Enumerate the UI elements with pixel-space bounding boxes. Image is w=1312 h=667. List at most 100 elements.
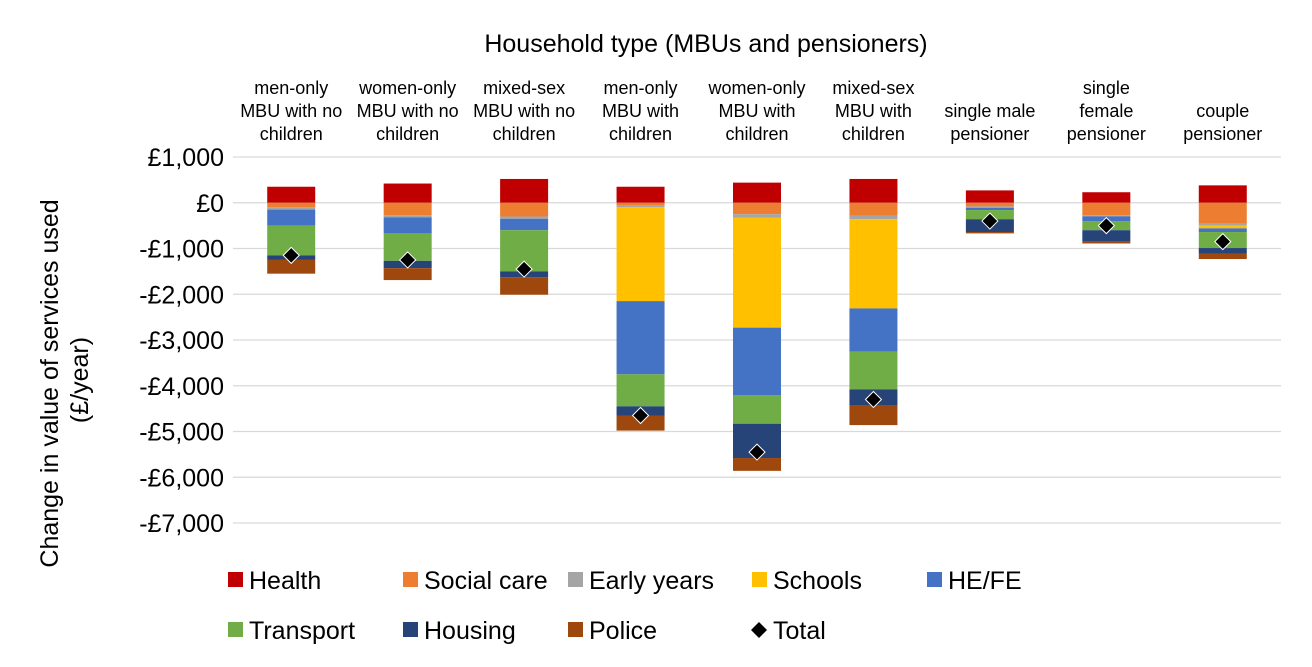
bar-segment-schools: [1198, 225, 1247, 229]
bar-segment-social-care: [500, 202, 549, 217]
legend-swatch-health: [228, 572, 243, 587]
total-marker: [864, 390, 883, 409]
category-label-line: men-only: [604, 78, 678, 98]
y-tick-label: -£4,000: [139, 373, 224, 401]
category-label: couple pensioner: [1183, 101, 1262, 144]
category-label: single male pensioner: [944, 101, 1035, 144]
bar-segment-he-fe: [965, 207, 1014, 211]
bar-segment-schools: [733, 217, 781, 328]
total-markers: [282, 212, 1232, 461]
bar-segment-early-years: [616, 205, 665, 208]
category-label: men-only MBU with children: [602, 78, 679, 144]
y-tick-label: -£7,000: [139, 510, 224, 538]
category-label-line: men-only: [254, 78, 328, 98]
total-marker: [515, 260, 533, 278]
category-label: single female pensioner: [1067, 78, 1146, 144]
bar-segment-he-fe: [500, 218, 549, 231]
bar-segment-social-care: [849, 202, 898, 216]
bar-segment-he-fe: [733, 327, 781, 396]
bar-segment-he-fe: [849, 308, 898, 352]
legend-label-health: Health: [249, 567, 321, 595]
bar-segment-police: [733, 458, 781, 471]
y-tick-label: -£3,000: [139, 327, 224, 355]
legend-swatch-police: [568, 622, 583, 637]
category-label-line: MBU with: [602, 101, 679, 121]
bar-segment-housing: [1198, 248, 1247, 254]
bar-segment-police: [849, 405, 898, 426]
bar-segment-police: [500, 277, 549, 295]
legend-label-schools: Schools: [773, 567, 862, 595]
total-marker: [1097, 216, 1116, 235]
bar-segment-social-care: [965, 202, 1014, 207]
legend-label-police: Police: [589, 617, 657, 645]
bar-segment-early-years: [1082, 215, 1131, 217]
legend-swatch-total: [751, 622, 767, 638]
bar-segment-social-care: [733, 202, 781, 215]
legend: Health Social care Early years Schools HE/FE…: [228, 567, 1022, 645]
y-tick-label: -£1,000: [139, 236, 224, 264]
legend-label-early-years: Early years: [589, 567, 714, 595]
legend-swatch-social-care: [403, 572, 418, 587]
bar-segment-health: [1082, 192, 1131, 203]
y-axis-title: Change in value of services used (£/year…: [36, 192, 94, 567]
bar-segment-health: [500, 178, 549, 203]
bar-segment-police: [965, 232, 1014, 234]
legend-swatch-schools: [752, 572, 767, 587]
bar-segment-police: [267, 259, 316, 274]
category-label: women-only MBU with children: [707, 78, 805, 144]
bar-segment-early-years: [267, 207, 316, 210]
bar-segment-health: [267, 186, 316, 203]
y-tick-label: £0: [196, 190, 224, 218]
bar-segment-early-years: [965, 206, 1014, 208]
y-tick-labels: £1,000 £0 -£1,000 -£2,000 -£3,000 -£4,000 -£5,…: [139, 144, 224, 538]
total-marker: [1214, 232, 1232, 251]
category-label-line: pensioner: [950, 124, 1029, 144]
category-label-line: children: [376, 124, 439, 144]
category-label-line: children: [842, 124, 905, 144]
category-label-line: MBU with no: [357, 101, 459, 121]
category-label-line: single male: [944, 101, 1035, 121]
bar-segment-social-care: [383, 202, 432, 216]
category-label-line: women-only: [358, 78, 456, 98]
bar-segment-early-years: [849, 215, 898, 220]
category-label-line: MBU with no: [240, 101, 342, 121]
category-label-line: couple: [1196, 101, 1249, 121]
bar-segment-social-care: [1082, 202, 1131, 216]
bar-segment-police: [1082, 241, 1131, 244]
category-label-line: women-only: [707, 78, 805, 98]
bar-segment-early-years: [500, 216, 549, 219]
chart-title: Household type (MBUs and pensioners): [484, 30, 927, 58]
bar-segment-health: [1198, 185, 1247, 203]
bar-segment-transport: [733, 395, 781, 424]
category-label-line: children: [725, 124, 788, 144]
y-axis-title-line-1: Change in value of services used: [36, 199, 64, 567]
legend-label-transport: Transport: [249, 617, 355, 645]
y-tick-label: -£6,000: [139, 464, 224, 492]
legend-label-total: Total: [773, 617, 826, 645]
category-label: women-only MBU with no children: [357, 78, 459, 144]
bar-segment-he-fe: [383, 217, 432, 234]
legend-swatch-transport: [228, 622, 243, 637]
category-label: mixed-sex MBU with no children: [473, 78, 575, 144]
bar-segment-social-care: [1198, 202, 1247, 224]
bar-segment-health: [849, 178, 898, 203]
stacked-bars: [267, 178, 1247, 471]
category-label: mixed-sex MBU with children: [832, 78, 914, 144]
bar-segment-health: [616, 186, 665, 203]
bar-segment-schools: [616, 207, 665, 302]
bar-segment-health: [383, 183, 432, 203]
bar-segment-transport: [849, 351, 898, 390]
category-label: men-only MBU with no children: [240, 78, 342, 144]
bar-segment-he-fe: [616, 301, 665, 375]
category-label-line: MBU with no: [473, 101, 575, 121]
category-label-line: MBU with: [718, 101, 795, 121]
category-label-line: children: [493, 124, 556, 144]
bar-segment-police: [383, 268, 432, 281]
bar-segment-transport: [616, 374, 665, 407]
legend-swatch-housing: [403, 622, 418, 637]
category-label-line: children: [260, 124, 323, 144]
category-label-line: pensioner: [1183, 124, 1262, 144]
bar-segment-social-care: [267, 202, 316, 208]
legend-swatch-early-years: [568, 572, 583, 587]
